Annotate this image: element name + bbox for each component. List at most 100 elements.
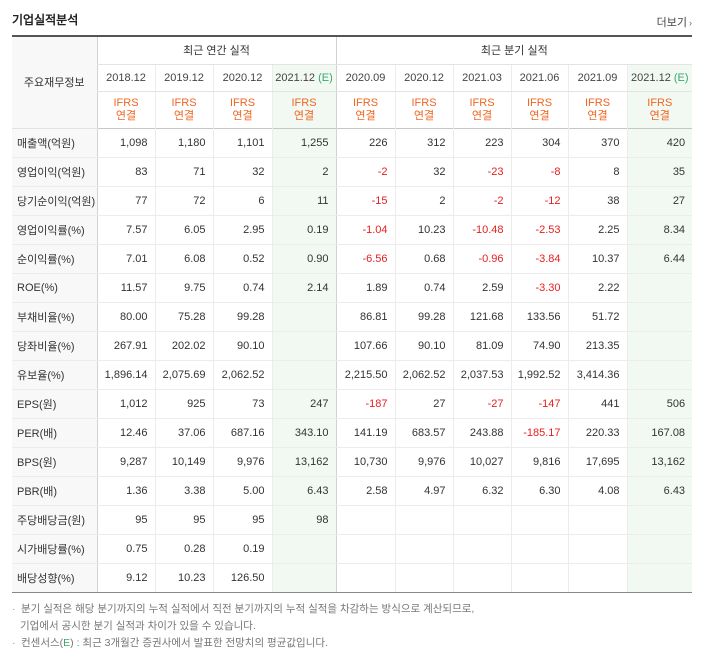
period-header: 2021.06	[510, 64, 569, 92]
table-cell: 2	[271, 157, 337, 187]
row-label: 부채비율(%)	[12, 301, 97, 332]
table-cell: 95	[96, 504, 155, 535]
table-cell: 1,180	[154, 127, 213, 158]
table-cell: 10,149	[154, 447, 213, 477]
table-cell: 0.19	[271, 214, 337, 245]
table-cell: 167.08	[626, 418, 693, 448]
table-cell: 75.28	[154, 301, 213, 332]
table-cell: 2,062.52	[212, 360, 272, 390]
table-cell: 7.57	[96, 214, 155, 245]
ifrs-label: IFRS 연결	[212, 91, 272, 128]
table-row: 주당배당금(원) 95 95 95 98	[12, 504, 693, 535]
table-cell: 37.06	[154, 418, 213, 448]
table-row: 배당성향(%) 9.12 10.23 126.50	[12, 563, 693, 593]
period-header: 2021.03	[452, 64, 512, 92]
footnotes: · 분기 실적은 해당 분기까지의 누적 실적에서 직전 분기까지의 누적 실적을…	[12, 601, 692, 652]
table-cell: 72	[154, 186, 213, 216]
quarterly-group-header: 최근 분기 실적	[335, 35, 693, 65]
table-cell: 6.08	[154, 244, 213, 274]
table-cell: 2.14	[271, 273, 337, 303]
period-header: 2018.12	[96, 64, 155, 92]
table-cell: 10,027	[452, 447, 512, 477]
table-cell	[271, 534, 337, 564]
table-cell	[271, 563, 337, 593]
row-label: 매출액(억원)	[12, 127, 97, 158]
table-cell: -2	[452, 186, 512, 216]
period-label: 2019.12	[164, 71, 204, 84]
table-cell: 247	[271, 388, 337, 419]
table-cell: 420	[626, 127, 693, 158]
table-cell: 2	[394, 186, 454, 216]
row-label: 주당배당금(원)	[12, 504, 97, 535]
table-cell: 27	[394, 388, 454, 419]
table-cell: 90.10	[394, 331, 454, 361]
period-header: 2021.12 (E)	[626, 64, 693, 92]
period-header: 2020.12	[394, 64, 454, 92]
table-cell	[335, 534, 396, 564]
table-cell: 133.56	[510, 301, 569, 332]
period-label: 2020.09	[345, 71, 386, 84]
table-cell: 83	[96, 157, 155, 187]
table-cell: 9,976	[212, 447, 272, 477]
row-label: 당좌비율(%)	[12, 331, 97, 361]
table-cell: -10.48	[452, 214, 512, 245]
table-cell: 2,215.50	[335, 360, 396, 390]
footnote-1: · 분기 실적은 해당 분기까지의 누적 실적에서 직전 분기까지의 누적 실적을…	[12, 603, 475, 615]
ifrs-label: IFRS 연결	[626, 91, 693, 128]
table-cell: 6.32	[452, 476, 512, 506]
row-label: PBR(배)	[12, 476, 97, 506]
table-cell: 9,976	[394, 447, 454, 477]
table-cell: 80.00	[96, 301, 155, 332]
table-cell: 77	[96, 186, 155, 216]
period-label: 2021.03	[462, 71, 502, 84]
table-row: 유보율(%) 1,896.14 2,075.69 2,062.52 2,215.50 2,…	[12, 360, 693, 390]
table-cell: 107.66	[335, 331, 396, 361]
ifrs-label: IFRS 연결	[452, 91, 512, 128]
table-cell: 10.37	[567, 244, 628, 274]
table-cell: 9.75	[154, 273, 213, 303]
table-cell: 90.10	[212, 331, 272, 361]
ifrs-label: IFRS 연결	[154, 91, 213, 128]
table-row: 영업이익(억원) 83 71 32 2 -2 32 -23 -8 8 35	[12, 157, 693, 187]
table-cell: 6	[212, 186, 272, 216]
table-cell: 1,012	[96, 388, 155, 419]
ifrs-row: IFRS 연결 IFRS 연결 IFRS 연결 IFRS 연결 IFRS 연결 IFRS 연결 IFRS…	[12, 91, 693, 128]
row-label: 배당성향(%)	[12, 563, 97, 593]
table-cell	[626, 273, 693, 303]
table-cell: 687.16	[212, 418, 272, 448]
table-cell: -2	[335, 157, 396, 187]
table-cell: 343.10	[271, 418, 337, 448]
table-cell: 32	[394, 157, 454, 187]
section-header: 기업실적분석 더보기 ›	[12, 9, 692, 31]
table-cell: 11.57	[96, 273, 155, 303]
table-cell: -3.84	[510, 244, 569, 274]
ifrs-label: IFRS 연결	[567, 91, 628, 128]
footnote-2: · 컨센서스(E) : 최근 3개월간 증권사에서 발표한 전망치의 평균값입니다…	[12, 637, 328, 649]
table-row: 매출액(억원) 1,098 1,180 1,101 1,255 226 312 223 304 3…	[12, 127, 693, 158]
table-cell: 6.43	[271, 476, 337, 506]
table-cell: -0.96	[452, 244, 512, 274]
table-cell	[510, 504, 569, 535]
table-cell: -187	[335, 388, 396, 419]
table-cell: 2.95	[212, 214, 272, 245]
table-cell: 9.12	[96, 563, 155, 593]
table-cell	[394, 563, 454, 593]
section-title: 기업실적분석	[12, 13, 79, 27]
table-cell	[626, 504, 693, 535]
table-cell: 267.91	[96, 331, 155, 361]
table-row: 시가배당률(%) 0.75 0.28 0.19	[12, 534, 693, 564]
table-cell	[626, 301, 693, 332]
table-cell: 95	[154, 504, 213, 535]
table-cell: 7.01	[96, 244, 155, 274]
more-link[interactable]: 더보기 ›	[657, 14, 692, 30]
table-cell: -27	[452, 388, 512, 419]
table-cell: -3.30	[510, 273, 569, 303]
ifrs-label: IFRS 연결	[271, 91, 337, 128]
table-cell: 32	[212, 157, 272, 187]
table-row: 부채비율(%) 80.00 75.28 99.28 86.81 99.28 121.68 13…	[12, 301, 693, 332]
table-cell	[510, 563, 569, 593]
estimate-marker: (E)	[673, 71, 689, 84]
table-cell: 441	[567, 388, 628, 419]
table-cell: 141.19	[335, 418, 396, 448]
table-cell: -147	[510, 388, 569, 419]
